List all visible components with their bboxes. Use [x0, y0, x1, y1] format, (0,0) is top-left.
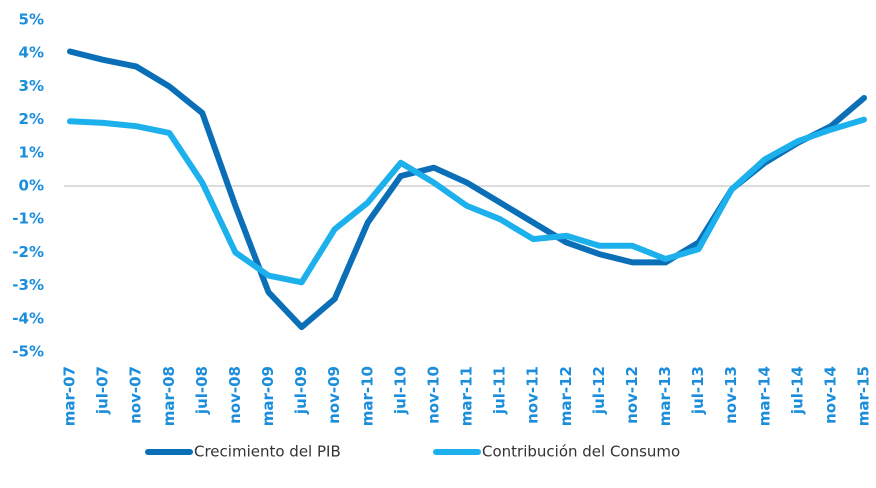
x-tick-label: mar-07 — [61, 366, 79, 426]
y-tick-label: 3% — [19, 77, 44, 95]
y-tick-label: 5% — [19, 11, 44, 29]
x-tick-label: mar-11 — [458, 366, 476, 426]
x-tick-label: nov-07 — [127, 366, 145, 424]
x-tick-label: mar-12 — [557, 366, 575, 426]
y-tick-label: -2% — [12, 243, 44, 261]
x-tick-label: jul-12 — [590, 366, 608, 415]
legend-label: Contribución del Consumo — [482, 443, 680, 461]
y-tick-label: -5% — [12, 343, 44, 361]
x-tick-label: mar-08 — [160, 366, 178, 426]
series-line — [67, 116, 867, 286]
x-tick-label: jul-13 — [689, 366, 707, 415]
x-tick-label: jul-10 — [391, 366, 409, 415]
y-tick-label: -4% — [12, 309, 44, 327]
y-tick-label: 1% — [19, 143, 44, 161]
y-tick-label: -1% — [12, 210, 44, 228]
x-tick-label: jul-08 — [193, 366, 211, 415]
y-tick-label: 2% — [19, 110, 44, 128]
x-tick-label: jul-14 — [788, 366, 806, 415]
x-tick-label: nov-13 — [722, 366, 740, 424]
x-tick-label: nov-11 — [524, 366, 542, 424]
x-tick-label: nov-08 — [226, 366, 244, 424]
x-tick-label: mar-09 — [259, 366, 277, 426]
x-tick-label: jul-11 — [491, 366, 509, 415]
legend-label: Crecimiento del PIB — [194, 443, 341, 461]
x-tick-label: mar-13 — [656, 366, 674, 426]
x-tick-label: mar-10 — [358, 366, 376, 426]
x-tick-label: jul-09 — [292, 366, 310, 415]
x-tick-label: nov-09 — [325, 366, 343, 424]
x-tick-label: mar-14 — [755, 366, 773, 426]
x-tick-label: mar-15 — [855, 366, 873, 426]
x-tick-label: nov-14 — [821, 366, 839, 424]
x-tick-label: nov-10 — [424, 366, 442, 424]
series-line — [67, 48, 867, 331]
x-tick-label: jul-07 — [94, 366, 112, 415]
y-tick-label: 0% — [19, 177, 44, 195]
x-tick-label: nov-12 — [623, 366, 641, 424]
y-tick-label: -3% — [12, 276, 44, 294]
y-tick-label: 4% — [19, 44, 44, 62]
